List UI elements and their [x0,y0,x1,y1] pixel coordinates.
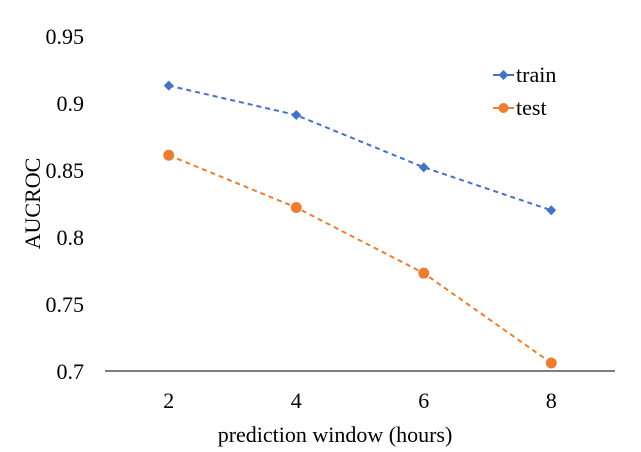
x-tick-label: 2 [163,388,174,413]
data-point-test [163,149,175,161]
y-tick-label: 0.75 [46,292,85,317]
legend-label: test [516,95,547,120]
data-point-train [546,205,557,216]
x-axis-tick-labels: 2 4 6 8 [163,388,557,413]
x-tick-label: 8 [546,388,557,413]
x-tick-label: 6 [418,388,429,413]
y-tick-label: 0.95 [46,24,85,49]
series-train [163,80,557,216]
legend-swatch-marker [498,103,509,113]
legend: train test [493,62,556,120]
y-tick-label: 0.7 [57,359,85,384]
data-point-train [291,110,302,121]
series-line-test [168,154,552,364]
x-tick-label: 4 [291,388,302,413]
series-layer [163,80,557,369]
data-point-train [163,80,174,91]
y-axis-title: AUCROC [20,158,45,250]
y-tick-label: 0.85 [46,158,85,183]
x-axis-title: prediction window (hours) [218,422,453,447]
y-tick-label: 0.8 [57,225,85,250]
data-point-test [418,267,430,279]
series-line-train [168,84,552,212]
y-tick-label: 0.9 [57,91,85,116]
legend-label: train [516,62,556,87]
data-point-test [545,357,557,369]
series-test [163,149,557,369]
legend-swatch-marker [498,70,509,80]
data-point-test [290,202,302,214]
legend-item-test: test [493,95,547,120]
legend-item-train: train [493,62,556,87]
y-axis-tick-labels: 0.7 0.75 0.8 0.85 0.9 0.95 [46,24,85,384]
data-point-train [418,162,429,173]
